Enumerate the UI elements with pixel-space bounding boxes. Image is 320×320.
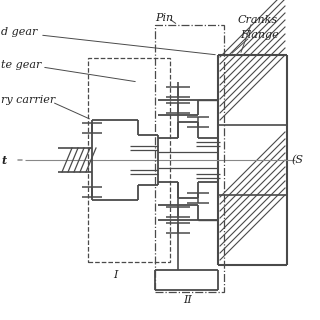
Bar: [155, 25, 224, 292]
Text: Flange: Flange: [240, 30, 279, 40]
Text: I: I: [113, 270, 117, 280]
Text: ry carrier: ry carrier: [1, 95, 55, 105]
Text: te gear: te gear: [1, 60, 41, 70]
Text: Pin: Pin: [155, 13, 173, 23]
Text: t: t: [1, 155, 6, 165]
Text: II: II: [184, 295, 192, 305]
Text: d gear: d gear: [1, 27, 37, 37]
Text: (S: (S: [291, 155, 303, 165]
Bar: [88, 58, 170, 262]
Text: Cranks: Cranks: [238, 15, 278, 25]
